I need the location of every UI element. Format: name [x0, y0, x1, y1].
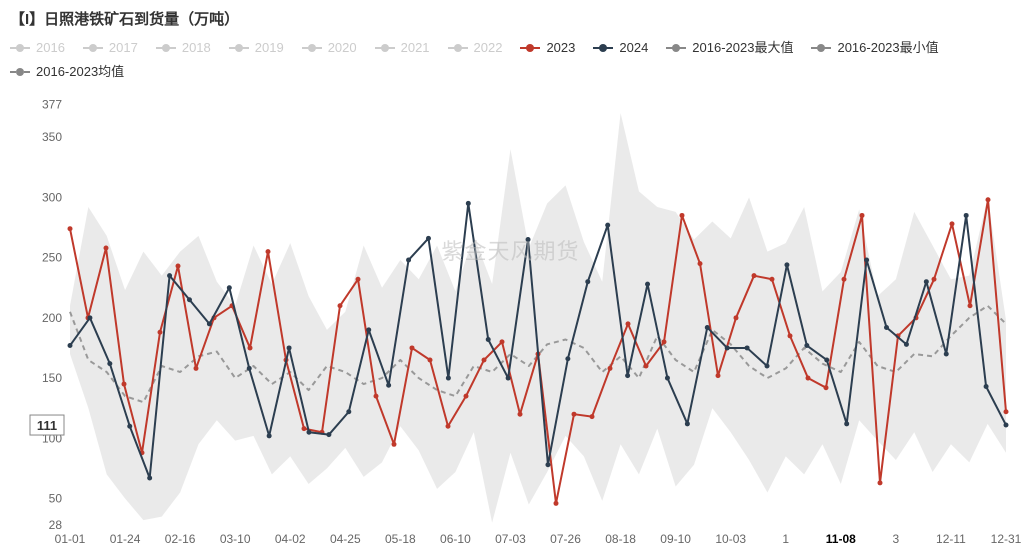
- legend-label: 2020: [328, 37, 357, 59]
- legend-label: 2022: [474, 37, 503, 59]
- svg-text:250: 250: [42, 251, 62, 265]
- svg-text:08-18: 08-18: [605, 532, 636, 546]
- svg-text:111: 111: [37, 418, 57, 433]
- svg-text:07-03: 07-03: [495, 532, 526, 546]
- svg-text:12-11: 12-11: [936, 532, 966, 546]
- svg-text:03-10: 03-10: [220, 532, 251, 546]
- legend-item[interactable]: 2019: [229, 37, 284, 59]
- chart-title: 【I】日照港铁矿石到货量（万吨）: [10, 11, 239, 28]
- legend-marker: [83, 42, 103, 54]
- svg-text:04-02: 04-02: [275, 532, 306, 546]
- legend-item[interactable]: 2016-2023最大值: [666, 37, 793, 59]
- legend-marker: [229, 42, 249, 54]
- svg-text:06-10: 06-10: [440, 532, 471, 546]
- legend-marker: [375, 42, 395, 54]
- legend-marker: [448, 42, 468, 54]
- svg-text:12-31: 12-31: [991, 532, 1021, 546]
- legend-item[interactable]: 2023: [520, 37, 575, 59]
- legend-label: 2017: [109, 37, 138, 59]
- legend-label: 2021: [401, 37, 430, 59]
- svg-text:05-18: 05-18: [385, 532, 416, 546]
- legend-marker: [156, 42, 176, 54]
- legend-item[interactable]: 2016-2023均值: [10, 61, 124, 83]
- legend-item[interactable]: 2016-2023最小值: [811, 37, 938, 59]
- legend-marker: [520, 42, 540, 54]
- legend-item[interactable]: 2018: [156, 37, 211, 59]
- svg-text:09-10: 09-10: [660, 532, 691, 546]
- svg-text:200: 200: [42, 311, 62, 325]
- legend-marker: [811, 42, 831, 54]
- svg-text:07-26: 07-26: [550, 532, 581, 546]
- legend-item[interactable]: 2017: [83, 37, 138, 59]
- legend-marker: [593, 42, 613, 54]
- svg-text:50: 50: [49, 492, 63, 506]
- legend-label: 2023: [546, 37, 575, 59]
- svg-text:02-16: 02-16: [165, 532, 196, 546]
- legend-label: 2024: [619, 37, 648, 59]
- legend-item[interactable]: 2016: [10, 37, 65, 59]
- legend-marker: [10, 42, 30, 54]
- legend-marker: [302, 42, 322, 54]
- svg-text:3: 3: [893, 532, 900, 546]
- legend: 2016 2017 2018 2019 2020 2021 2022 2023 2024 2016…: [0, 33, 1021, 85]
- svg-text:150: 150: [42, 371, 62, 385]
- svg-text:11-08: 11-08: [826, 532, 856, 546]
- legend-item[interactable]: 2024: [593, 37, 648, 59]
- legend-item[interactable]: 2022: [448, 37, 503, 59]
- svg-text:01-01: 01-01: [55, 532, 86, 546]
- legend-label: 2016-2023均值: [36, 61, 124, 83]
- svg-text:1: 1: [782, 532, 789, 546]
- legend-label: 2018: [182, 37, 211, 59]
- legend-marker: [10, 66, 30, 78]
- svg-text:10-03: 10-03: [715, 532, 746, 546]
- legend-label: 2016-2023最大值: [692, 37, 793, 59]
- legend-item[interactable]: 2020: [302, 37, 357, 59]
- svg-text:01-24: 01-24: [110, 532, 141, 546]
- line-chart: 285010015020025030035037701-0101-2402-16…: [0, 85, 1021, 555]
- legend-item[interactable]: 2021: [375, 37, 430, 59]
- legend-label: 2016: [36, 37, 65, 59]
- svg-text:28: 28: [49, 518, 63, 532]
- svg-text:350: 350: [42, 130, 62, 144]
- legend-label: 2016-2023最小值: [837, 37, 938, 59]
- legend-marker: [666, 42, 686, 54]
- svg-text:300: 300: [42, 190, 62, 204]
- svg-text:04-25: 04-25: [330, 532, 361, 546]
- svg-text:377: 377: [42, 98, 62, 112]
- legend-label: 2019: [255, 37, 284, 59]
